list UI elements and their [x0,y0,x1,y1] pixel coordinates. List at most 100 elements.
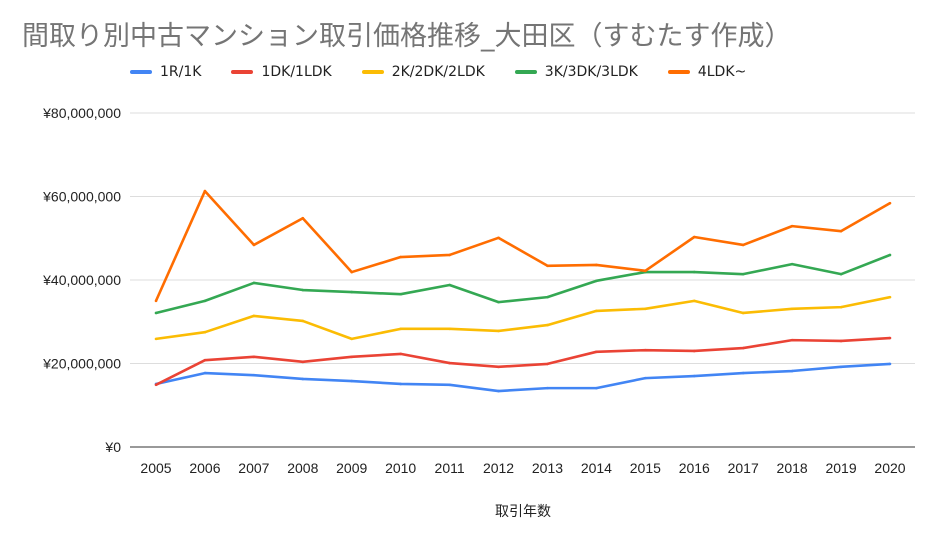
data-point [252,243,256,247]
data-point [301,288,305,292]
data-point [252,281,256,285]
legend-item: 4LDK~ [667,64,747,80]
data-point [203,371,207,375]
x-tick-label: 2015 [630,460,661,476]
data-point [203,299,207,303]
data-point [839,365,843,369]
legend-swatch [361,70,384,74]
data-point [790,224,794,228]
data-point [350,290,354,294]
data-point [203,358,207,362]
x-axis-title: 取引年数 [495,504,551,520]
data-point [154,311,158,315]
data-point [546,386,549,390]
x-tick-label: 2007 [238,460,269,476]
data-point [546,323,549,327]
data-point [448,327,451,331]
data-point [790,369,794,373]
data-point [154,299,158,303]
legend-label: 1R/1K [160,64,202,80]
x-tick-label: 2020 [874,460,905,476]
legend-label: 1DK/1LDK [261,64,332,80]
legend-item: 2K/2DK/2LDK [361,64,485,80]
data-point [448,253,451,257]
data-point [644,307,647,311]
data-point [741,371,745,375]
x-tick-label: 2017 [728,460,759,476]
data-point [595,350,598,354]
data-point [595,386,598,390]
data-point [741,243,745,247]
data-point [497,389,500,393]
data-point [350,337,354,341]
legend-swatch [514,70,537,74]
data-point [839,229,843,233]
data-point [203,189,207,193]
data-point [154,383,158,387]
data-point [839,272,843,276]
x-tick-label: 2006 [189,460,220,476]
data-point [790,262,794,266]
data-point [692,299,696,303]
data-point [448,361,451,365]
data-point [448,283,451,287]
data-point [888,295,892,299]
data-point [839,339,843,343]
data-point [350,270,354,274]
series-line-4LDK~ [154,189,891,302]
data-point [497,300,500,304]
data-point [595,279,598,283]
data-point [497,329,500,333]
y-tick-label: ¥20,000,000 [42,356,121,372]
data-point [888,362,892,366]
data-point [644,376,647,380]
data-point [888,336,892,340]
legend-swatch [667,70,690,74]
data-point [301,216,305,220]
series-line-1R/1K [155,362,891,393]
legend: 1R/1K 1DK/1LDK 2K/2DK/2LDK 3K/3DK/3LDK 4LDK~ [130,64,746,80]
data-point [497,365,500,369]
legend-item: 1R/1K [130,64,201,80]
data-point [692,349,696,353]
data-point [252,355,256,359]
x-tick-label: 2008 [287,460,318,476]
data-point [301,377,305,381]
data-point [350,379,354,383]
series-line-1DK/1LDK [155,336,891,386]
legend-item: 3K/3DK/3LDK [514,64,638,80]
data-point [692,270,696,274]
y-tick-label: ¥40,000,000 [42,272,121,288]
legend-label: 4LDK~ [697,64,747,80]
data-point [399,292,402,296]
data-point [252,314,256,318]
data-point [154,337,158,341]
data-point [888,253,892,257]
x-tick-label: 2016 [679,460,710,476]
y-tick-label: ¥80,000,000 [42,105,121,121]
data-point [546,264,549,268]
data-point [790,338,794,342]
data-point [595,263,598,267]
legend-label: 2K/2DK/2LDK [391,64,485,80]
data-point [741,311,745,315]
legend-label: 3K/3DK/3LDK [544,64,638,80]
data-point [546,295,549,299]
chart-title: 間取り別中古マンション取引価格推移_大田区（すむたす作成） [22,21,792,52]
data-point [399,382,402,386]
series-line-2K/2DK/2LDK [155,295,891,341]
x-tick-label: 2011 [435,460,465,476]
data-point [692,374,696,378]
data-point [741,272,745,276]
data-point [692,235,696,239]
data-point [448,383,451,387]
data-point [301,360,305,364]
data-point [252,373,256,377]
data-point [644,269,647,273]
data-point [790,307,794,311]
x-tick-label: 2012 [483,460,514,476]
data-point [350,355,354,359]
data-point [839,305,843,309]
